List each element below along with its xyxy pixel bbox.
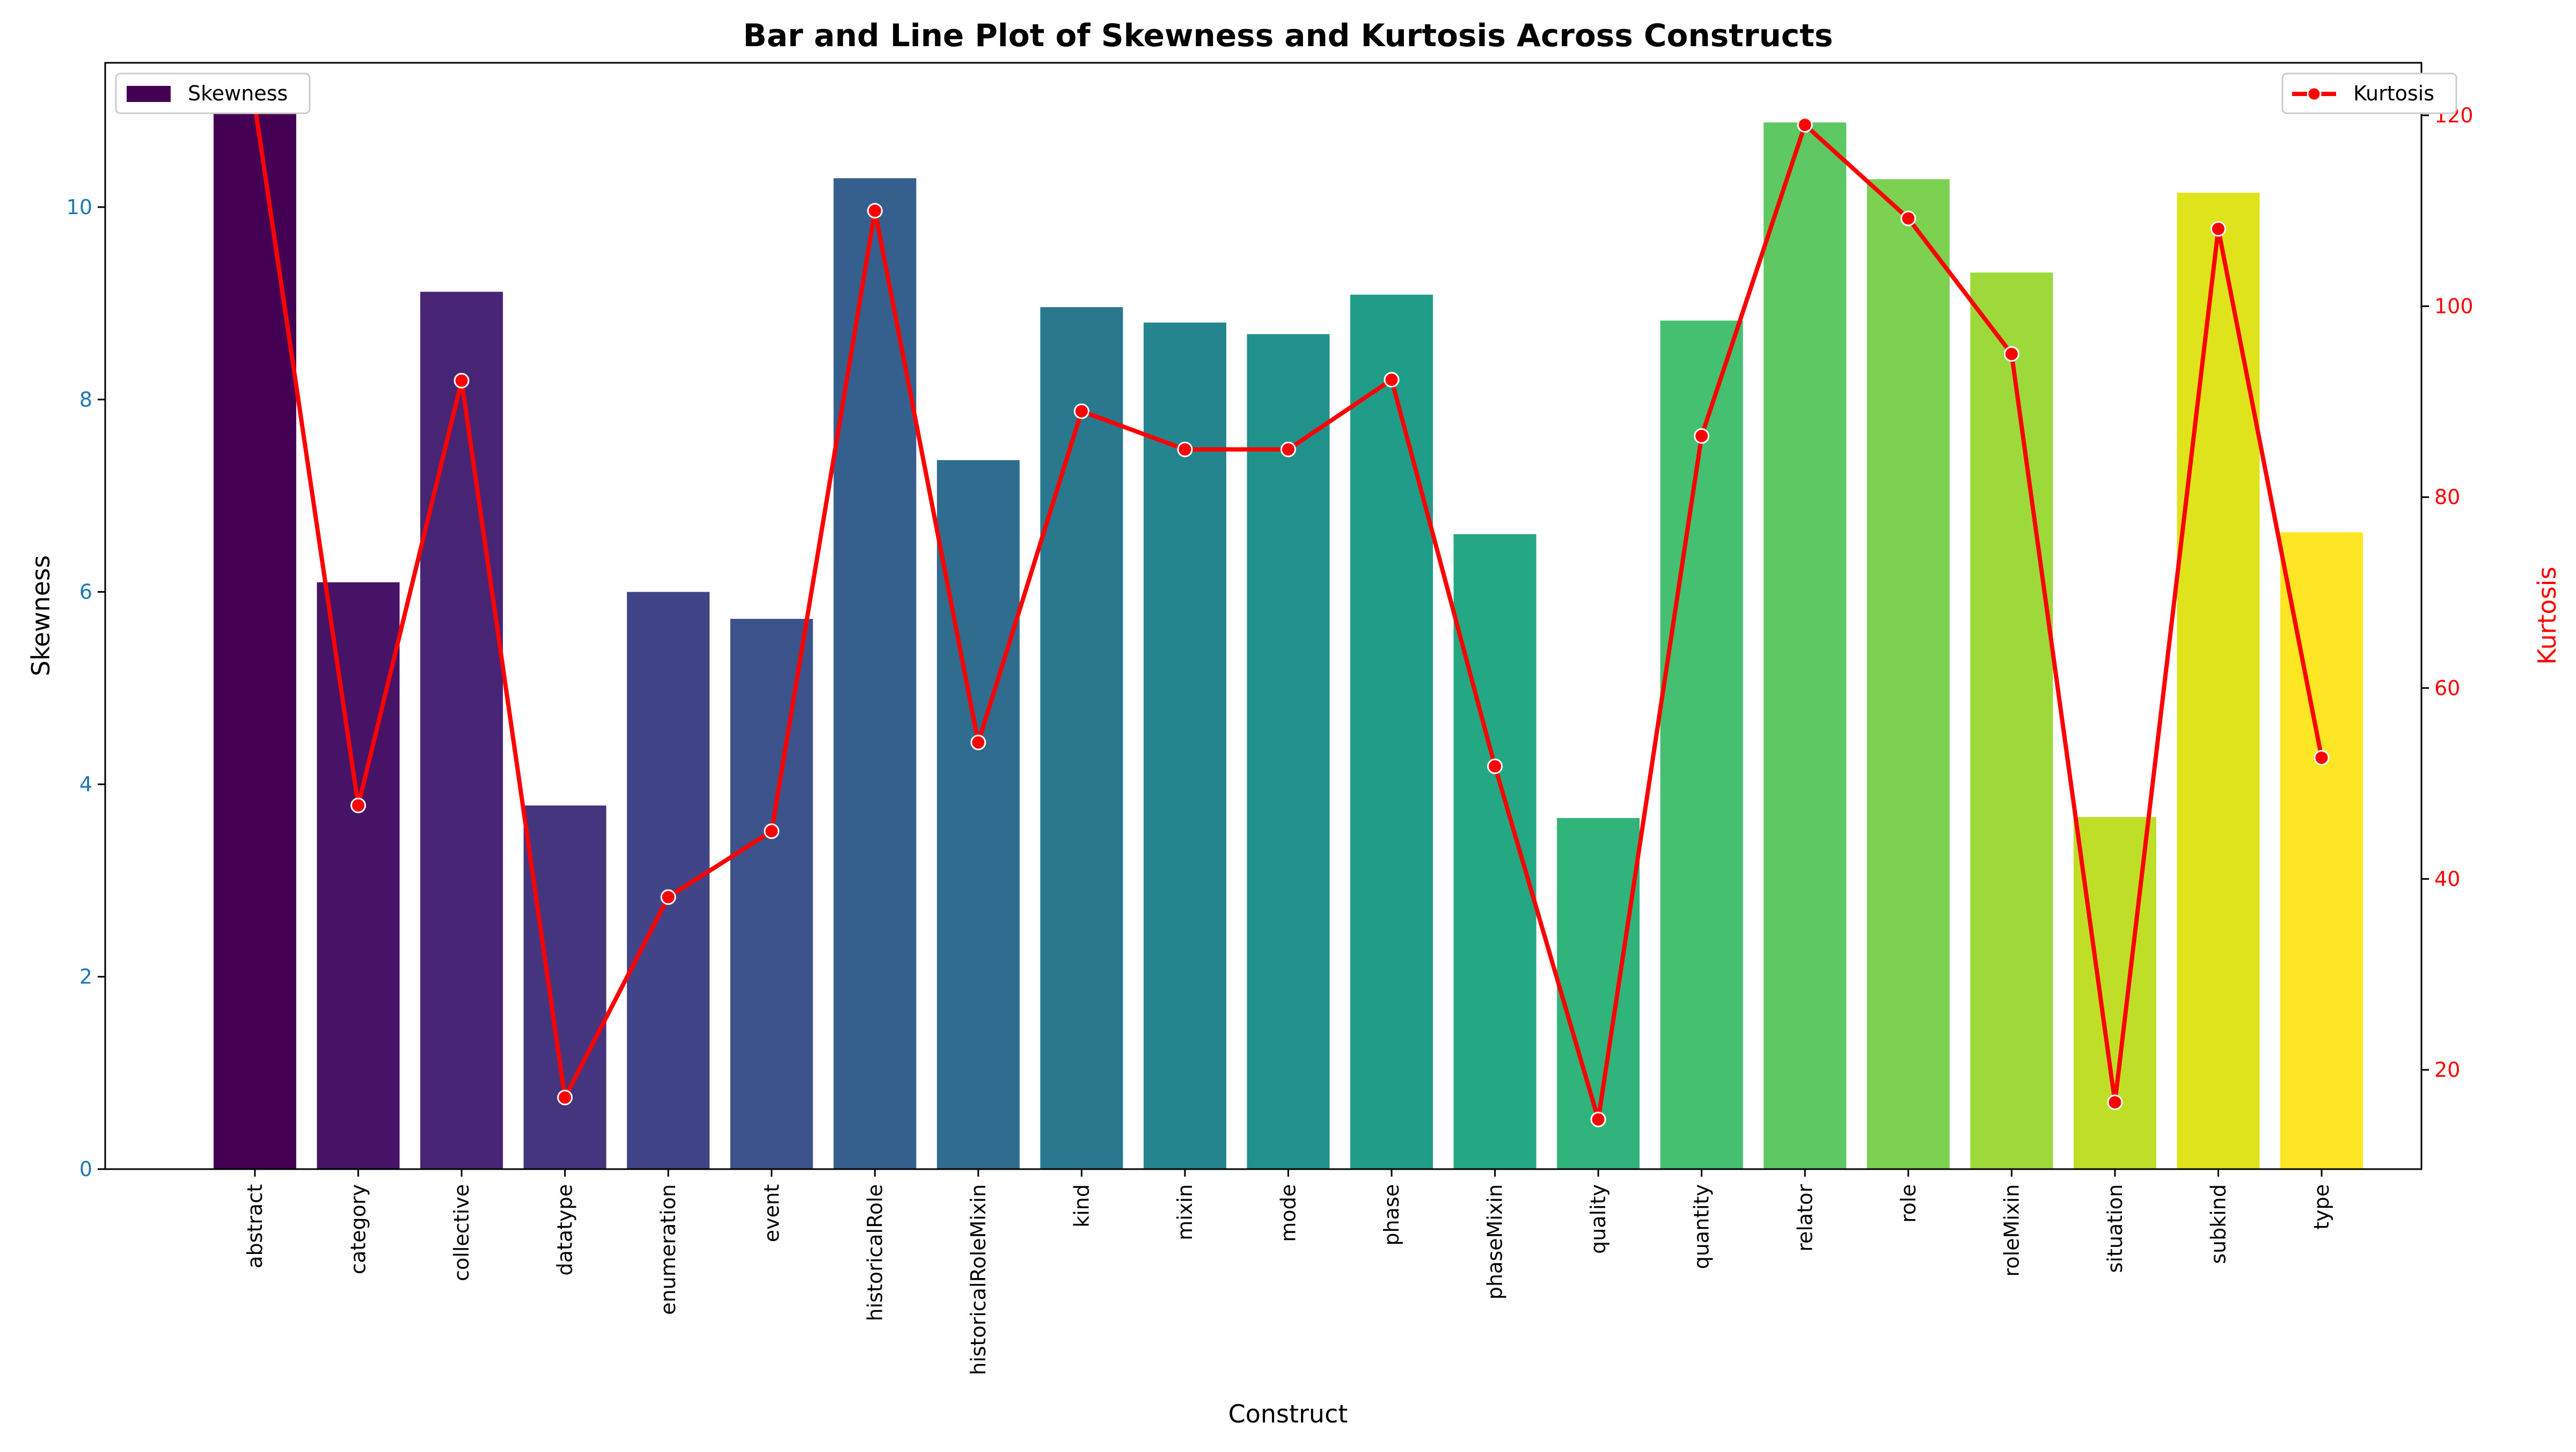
chart-title: Bar and Line Plot of Skewness and Kurtos… xyxy=(743,17,1833,54)
x-tick-label-datatype: datatype xyxy=(553,1184,577,1275)
x-tick-label-mode: mode xyxy=(1277,1184,1300,1242)
kurtosis-point-phase xyxy=(1384,371,1400,388)
kurtosis-point-event xyxy=(764,823,780,839)
x-axis: abstract category collective datatype enumer… xyxy=(243,1169,2333,1375)
skewness-bar-phaseMixin xyxy=(1453,534,1536,1169)
kurtosis-point-role xyxy=(1900,210,1916,227)
x-tick-label-kind: kind xyxy=(1070,1184,1093,1228)
skewness-bar-type xyxy=(2280,532,2363,1170)
skewness-bar-mode xyxy=(1247,334,1330,1169)
y-axis-label-skewness: Skewness xyxy=(26,555,55,676)
skewness-bar-roleMixin xyxy=(1970,272,2053,1170)
x-axis-label: Construct xyxy=(1228,1399,1348,1428)
x-tick-label-quality: quality xyxy=(1586,1184,1610,1254)
skewness-bar-role xyxy=(1867,179,1950,1170)
skewness-bar-historicalRoleMixin xyxy=(936,460,1020,1169)
left-tick-label: 0 xyxy=(79,1157,92,1181)
left-tick-label: 8 xyxy=(79,388,92,411)
left-tick-label: 6 xyxy=(79,580,92,604)
legend-skewness[interactable]: Skewness xyxy=(115,72,311,114)
right-tick-label: 80 xyxy=(2434,485,2460,509)
legend-kurtosis-marker xyxy=(2307,86,2322,101)
left-tick-label: 10 xyxy=(67,195,92,219)
skewness-bar-event xyxy=(730,618,813,1169)
kurtosis-point-datatype xyxy=(557,1090,573,1106)
kurtosis-point-quality xyxy=(1590,1112,1606,1128)
right-tick-label: 40 xyxy=(2434,867,2460,891)
kurtosis-point-historicalRole xyxy=(867,203,883,219)
x-tick-label-historicalRole: historicalRole xyxy=(863,1184,887,1321)
skewness-bar-historicalRole xyxy=(833,178,917,1169)
x-tick-label-quantity: quantity xyxy=(1690,1184,1714,1269)
right-tick-label: 60 xyxy=(2434,676,2460,700)
x-tick-label-abstract: abstract xyxy=(243,1184,267,1268)
left-tick-label: 4 xyxy=(79,772,92,796)
y-axis-label-kurtosis: Kurtosis xyxy=(2533,567,2562,665)
right-tick-label: 100 xyxy=(2434,294,2473,318)
legend-kurtosis-box xyxy=(2281,72,2457,114)
x-tick-label-collective: collective xyxy=(450,1184,473,1281)
legend-skewness-box xyxy=(115,72,311,114)
legend-skewness-swatch xyxy=(127,86,171,102)
kurtosis-point-collective xyxy=(453,373,470,389)
kurtosis-point-phaseMixin xyxy=(1487,758,1503,775)
kurtosis-point-enumeration xyxy=(660,889,676,905)
x-tick-label-category: category xyxy=(347,1184,370,1274)
skewness-bar-mixin xyxy=(1143,322,1226,1169)
skewness-bar-phase xyxy=(1350,294,1433,1169)
kurtosis-point-historicalRoleMixin xyxy=(970,734,986,750)
x-tick-label-relator: relator xyxy=(1793,1184,1817,1252)
skewness-bar-quantity xyxy=(1660,320,1743,1169)
kurtosis-point-situation xyxy=(2107,1095,2123,1111)
x-tick-label-enumeration: enumeration xyxy=(656,1184,680,1315)
x-tick-label-situation: situation xyxy=(2103,1184,2127,1273)
kurtosis-point-subkind xyxy=(2210,221,2226,237)
legend-skewness-label: Skewness xyxy=(188,82,288,105)
x-tick-label-subkind: subkind xyxy=(2206,1184,2230,1264)
plot-frame xyxy=(104,62,2423,1170)
skewness-bar-abstract xyxy=(213,103,297,1170)
skewness-bar-datatype xyxy=(523,805,606,1169)
right-tick-label: 20 xyxy=(2434,1058,2460,1082)
x-tick-label-type: type xyxy=(2310,1184,2333,1230)
skewness-bar-subkind xyxy=(2177,192,2260,1169)
left-y-axis: 0 2 4 6 8 10 xyxy=(67,195,105,1181)
kurtosis-line-layer xyxy=(247,98,2330,1128)
x-tick-label-roleMixin: roleMixin xyxy=(2000,1184,2023,1276)
legend-kurtosis-label: Kurtosis xyxy=(2353,82,2434,105)
x-tick-label-historicalRoleMixin: historicalRoleMixin xyxy=(967,1184,990,1375)
skewness-bar-category xyxy=(317,582,400,1169)
kurtosis-point-roleMixin xyxy=(2003,346,2019,362)
x-tick-label-event: event xyxy=(760,1184,784,1242)
kurtosis-point-quantity xyxy=(1694,428,1710,444)
skewness-bar-relator xyxy=(1763,122,1847,1170)
x-tick-label-phaseMixin: phaseMixin xyxy=(1483,1184,1507,1300)
kurtosis-point-category xyxy=(350,797,367,813)
x-tick-label-role: role xyxy=(1897,1184,1920,1223)
legend-kurtosis[interactable]: Kurtosis xyxy=(2281,72,2457,114)
left-tick-label: 2 xyxy=(79,965,92,989)
kurtosis-point-kind xyxy=(1073,403,1089,419)
skewness-bar-kind xyxy=(1040,307,1123,1169)
x-tick-label-phase: phase xyxy=(1380,1184,1403,1246)
kurtosis-point-relator xyxy=(1797,117,1813,133)
x-tick-label-mixin: mixin xyxy=(1173,1184,1197,1241)
skewness-bar-collective xyxy=(420,291,503,1170)
kurtosis-point-mode xyxy=(1280,441,1296,457)
kurtosis-point-type xyxy=(2314,750,2330,766)
kurtosis-point-mixin xyxy=(1177,441,1193,457)
